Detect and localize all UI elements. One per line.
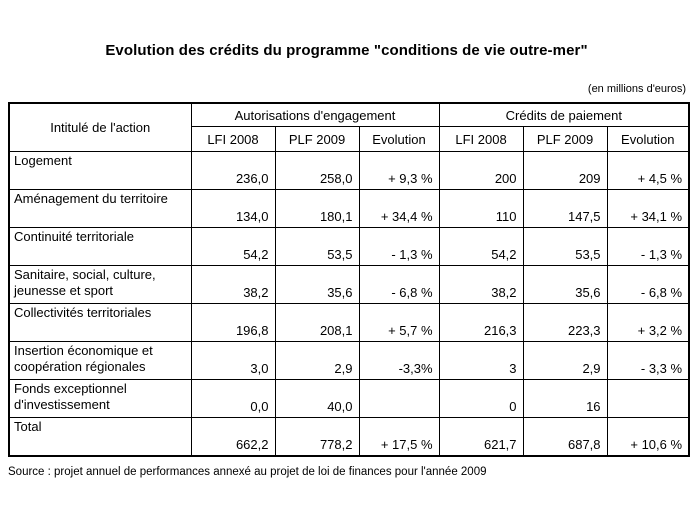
row-label: Fonds exceptionnel d'investissement — [8, 379, 192, 418]
column-header-1-plf-2009: PLF 2009 — [274, 126, 360, 152]
value-cell: 216,3 — [438, 303, 524, 342]
table-row: Continuité territoriale 54,2 53,5- 1,3 % 54… — [8, 227, 690, 266]
table-row: Collectivités territoriales 196,8 208,1 + 5… — [8, 303, 690, 342]
value-cell: 687,8 — [522, 417, 608, 456]
value-cell: 209 — [522, 151, 608, 190]
value-cell: 200 — [438, 151, 524, 190]
value-cell: - 1,3 % — [606, 227, 690, 266]
row-label: Continuité territoriale — [8, 227, 192, 266]
unit-note: (en millions d'euros) — [587, 83, 686, 95]
row-label: Total — [8, 417, 192, 456]
table-row: Insertion économique et coopération régi… — [8, 341, 690, 380]
value-cell: 662,2 — [190, 417, 276, 456]
value-cell: 621,7 — [438, 417, 524, 456]
value-cell: 147,5 — [522, 189, 608, 228]
value-cell: 208,1 — [274, 303, 360, 342]
value-cell: - 3,3 % — [606, 341, 690, 380]
table-row: Total 662,2 778,2 + 17,5 % 621,7 687,8 + 10,6 … — [8, 417, 690, 456]
table-row: Aménagement du territoire 134,0 180,1 + 34,… — [8, 189, 690, 228]
group-header-row: Intitulé de l'action Autorisations d'eng… — [8, 102, 690, 152]
column-header-2-evolution: Evolution — [358, 126, 440, 152]
table-row: Sanitaire, social, culture, jeunesse et … — [8, 265, 690, 304]
value-cell: + 4,5 % — [606, 151, 690, 190]
value-cell: 2,9 — [274, 341, 360, 380]
value-cell: 778,2 — [274, 417, 360, 456]
table-row: Logement 236,0 258,0 + 9,3 % 200 209 + 4,5 % — [8, 151, 690, 190]
value-cell: 258,0 — [274, 151, 360, 190]
value-cell: 180,1 — [274, 189, 360, 228]
table-row: Fonds exceptionnel d'investissement 0,0 40… — [8, 379, 690, 418]
value-cell: 3,0 — [190, 341, 276, 380]
value-cell: + 3,2 % — [606, 303, 690, 342]
value-cell: + 10,6 % — [606, 417, 690, 456]
value-cell: + 34,1 % — [606, 189, 690, 228]
value-cell: + 5,7 % — [358, 303, 440, 342]
column-header-0-lfi-2008: LFI 2008 — [190, 126, 276, 152]
corner-header: Intitulé de l'action — [8, 102, 192, 152]
value-cell: 35,6 — [522, 265, 608, 304]
value-cell: + 34,4 % — [358, 189, 440, 228]
row-label: Aménagement du territoire — [8, 189, 192, 228]
value-cell: 38,2 — [190, 265, 276, 304]
value-cell: -3,3% — [358, 341, 440, 380]
value-cell — [358, 379, 440, 418]
value-cell: - 6,8 % — [606, 265, 690, 304]
value-cell: 40,0 — [274, 379, 360, 418]
value-cell: 53,5 — [274, 227, 360, 266]
column-header-5-evolution: Evolution — [606, 126, 690, 152]
value-cell: 236,0 — [190, 151, 276, 190]
value-cell: 16 — [522, 379, 608, 418]
row-label: Collectivités territoriales — [8, 303, 192, 342]
value-cell: 38,2 — [438, 265, 524, 304]
value-cell — [606, 379, 690, 418]
value-cell: 0,0 — [190, 379, 276, 418]
value-cell: 54,2 — [190, 227, 276, 266]
value-cell: 0 — [438, 379, 524, 418]
value-cell: 223,3 — [522, 303, 608, 342]
value-cell: 35,6 — [274, 265, 360, 304]
page-title: Evolution des crédits du programme "cond… — [105, 42, 588, 59]
value-cell: + 17,5 % — [358, 417, 440, 456]
credits-table: Intitulé de l'action Autorisations d'eng… — [8, 102, 691, 457]
source-note: Source : projet annuel de performances a… — [8, 465, 487, 478]
value-cell: - 1,3 % — [358, 227, 440, 266]
value-cell: 53,5 — [522, 227, 608, 266]
group-header-autorisations-engagement: Autorisations d'engagement — [190, 102, 440, 127]
value-cell: 54,2 — [438, 227, 524, 266]
column-header-3-lfi-2008: LFI 2008 — [438, 126, 524, 152]
column-header-row: LFI 2008 PLF 2009 Evolution LFI 2008 PLF 200… — [9, 126, 690, 152]
group-header-credits-paiement: Crédits de paiement — [438, 102, 690, 127]
row-label: Logement — [8, 151, 192, 190]
column-header-4-plf-2009: PLF 2009 — [522, 126, 608, 152]
value-cell: + 9,3 % — [358, 151, 440, 190]
value-cell: 3 — [438, 341, 524, 380]
value-cell: 110 — [438, 189, 524, 228]
value-cell: 2,9 — [522, 341, 608, 380]
value-cell: - 6,8 % — [358, 265, 440, 304]
row-label: Sanitaire, social, culture, jeunesse et … — [8, 265, 192, 304]
value-cell: 196,8 — [190, 303, 276, 342]
value-cell: 134,0 — [190, 189, 276, 228]
row-label: Insertion économique et coopération régi… — [8, 341, 192, 380]
